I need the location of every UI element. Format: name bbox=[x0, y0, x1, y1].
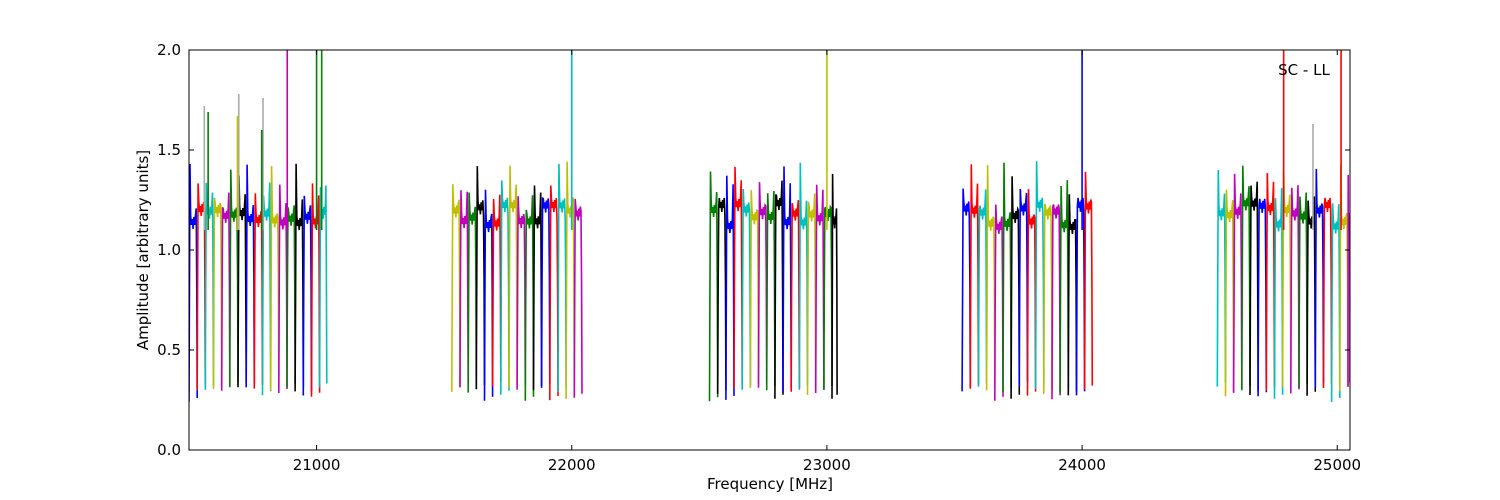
channel-spectrum-line bbox=[1026, 189, 1037, 396]
annotation-label: SC - LL bbox=[1278, 61, 1330, 79]
channel-spectrum-line bbox=[814, 184, 825, 394]
y-tick-label: 0.0 bbox=[157, 441, 181, 459]
channel-spectrum-line bbox=[1249, 181, 1259, 396]
channel-spectrum-line bbox=[508, 165, 518, 388]
channel-spectrum-line bbox=[220, 192, 231, 391]
channel-spectrum-line bbox=[500, 180, 510, 395]
channel-spectrum-line bbox=[451, 184, 461, 392]
channel-spectrum-line bbox=[1051, 204, 1061, 400]
channel-spectrum-line bbox=[733, 166, 743, 388]
channel-spectrum-line bbox=[1002, 162, 1012, 393]
channel-spectrum-line bbox=[798, 162, 809, 390]
y-axis-label: Amplitude [arbitrary units] bbox=[134, 150, 152, 350]
channel-spectrum-line bbox=[823, 204, 833, 391]
y-tick-label: 1.5 bbox=[157, 141, 181, 159]
channel-spectrum-line bbox=[1043, 203, 1053, 394]
channel-spectrum-line bbox=[459, 190, 469, 388]
channel-spectrum-line bbox=[790, 200, 801, 392]
channel-spectrum-line bbox=[294, 163, 305, 392]
channel-spectrum-line bbox=[1059, 180, 1070, 394]
channel-spectrum-line bbox=[994, 204, 1004, 401]
channel-spectrum-line bbox=[318, 185, 328, 388]
channel-spectrum-line bbox=[532, 185, 543, 391]
channel-spectrum-line bbox=[540, 196, 551, 388]
channel-spectrum-line bbox=[716, 197, 727, 395]
channel-spectrum-line bbox=[212, 197, 223, 389]
channel-spectrum-line bbox=[1224, 189, 1235, 397]
channel-spectrum-line bbox=[1018, 188, 1029, 387]
channel-spectrum-line bbox=[1265, 173, 1276, 391]
channel-spectrum-line bbox=[1257, 198, 1268, 397]
x-tick-label: 24000 bbox=[1058, 456, 1106, 474]
x-tick-label: 21000 bbox=[293, 456, 341, 474]
channel-spectrum-line bbox=[483, 189, 494, 401]
y-tick-label: 0.5 bbox=[157, 341, 181, 359]
channel-spectrum-line bbox=[1322, 197, 1333, 389]
channel-spectrum-line bbox=[1273, 188, 1284, 399]
channel-spectrum-line bbox=[189, 163, 198, 403]
y-tick-label: 2.0 bbox=[157, 41, 181, 59]
channel-spectrum-line bbox=[1306, 196, 1317, 396]
channel-spectrum-line bbox=[1067, 194, 1078, 396]
channel-spectrum-line bbox=[524, 195, 535, 401]
channel-spectrum-line bbox=[1290, 185, 1300, 394]
channel-spectrum-line bbox=[765, 190, 776, 391]
channel-spectrum-line bbox=[757, 182, 768, 388]
channel-spectrum-line bbox=[985, 165, 996, 391]
x-tick-label: 25000 bbox=[1313, 456, 1361, 474]
channel-spectrum-line bbox=[269, 166, 280, 391]
channel-spectrum-line bbox=[573, 198, 583, 398]
channel-spectrum-line bbox=[245, 164, 256, 388]
channel-spectrum-line bbox=[557, 163, 567, 392]
channel-spectrum-line bbox=[1216, 169, 1227, 387]
channel-spectrum-line bbox=[806, 193, 817, 395]
channel-spectrum-line bbox=[565, 161, 576, 400]
channel-spectrum-line bbox=[310, 183, 321, 397]
channel-spectrum-line bbox=[774, 180, 784, 399]
channel-spectrum-line bbox=[1298, 192, 1308, 389]
tick-layer: 21000 22000 23000 24000 25000 0.0 0.5 1.0 1.5 2.0 bbox=[157, 41, 1361, 474]
channel-spectrum-line bbox=[1314, 168, 1325, 388]
channel-spectrum-line bbox=[708, 171, 719, 402]
channel-spectrum-line bbox=[467, 192, 478, 393]
channel-spectrum-line bbox=[302, 195, 313, 396]
x-axis-label: Frequency [MHz] bbox=[707, 475, 833, 493]
channel-spectrum-line bbox=[831, 173, 838, 399]
channel-spectrum-line bbox=[961, 188, 972, 392]
channel-spectrum-line bbox=[782, 166, 792, 392]
y-tick-label: 1.0 bbox=[157, 241, 181, 259]
channel-spectrum-line bbox=[741, 188, 752, 390]
channel-spectrum-line bbox=[969, 164, 980, 389]
channel-spectrum-line bbox=[1083, 171, 1094, 390]
channel-spectrum-line bbox=[1232, 173, 1243, 393]
channel-spectrum-line bbox=[1241, 165, 1251, 391]
series-layer bbox=[189, 50, 1350, 403]
channel-spectrum-line bbox=[1075, 197, 1086, 396]
channel-spectrum-line bbox=[977, 189, 988, 387]
channel-spectrum-line bbox=[475, 166, 486, 390]
channel-spectrum-line bbox=[204, 182, 215, 390]
x-tick-label: 23000 bbox=[803, 456, 851, 474]
x-tick-label: 22000 bbox=[548, 456, 596, 474]
channel-spectrum-line bbox=[491, 194, 502, 387]
channel-spectrum-line bbox=[725, 175, 735, 400]
channel-spectrum-line bbox=[1010, 176, 1021, 399]
channel-spectrum-line bbox=[278, 184, 288, 394]
channel-spectrum-line bbox=[749, 190, 760, 388]
channel-spectrum-line bbox=[516, 196, 527, 390]
channel-spectrum-line bbox=[1330, 203, 1341, 403]
channel-spectrum-line bbox=[549, 185, 559, 401]
channel-spectrum-line bbox=[1034, 161, 1045, 390]
